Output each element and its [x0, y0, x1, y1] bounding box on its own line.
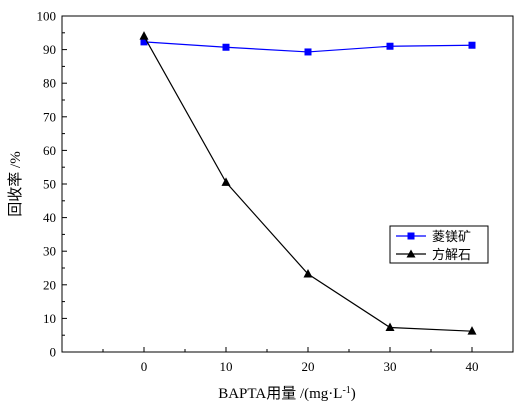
data-point-triangle [303, 269, 313, 278]
y-tick-label: 100 [37, 9, 57, 24]
y-tick-label: 70 [43, 109, 56, 124]
y-tick-label: 0 [50, 345, 57, 360]
series-layer [139, 31, 477, 335]
data-point-square [304, 48, 312, 56]
x-tick-label: 30 [384, 359, 397, 374]
data-point-square [386, 42, 394, 50]
plot-frame [61, 15, 514, 353]
y-tick-label: 20 [43, 277, 56, 292]
legend-box [389, 225, 489, 264]
y-tick-label: 10 [43, 311, 56, 326]
y-tick-label: 30 [43, 244, 56, 259]
data-point-square [140, 38, 148, 46]
x-tick-label: 40 [466, 359, 479, 374]
y-tick-label: 80 [43, 76, 56, 91]
x-axis-label-main: BAPTA用量 /(mg·L [218, 386, 342, 402]
legend-marker-magnesite [407, 232, 415, 240]
x-axis-label: BAPTA用量 /(mg·L-1) [218, 385, 356, 403]
data-point-square [468, 41, 476, 49]
data-point-triangle [139, 31, 149, 40]
x-tick-label: 0 [141, 359, 148, 374]
y-axis-ticks: 0 10 20 30 40 50 60 70 80 90 100 [37, 9, 67, 360]
x-tick-label: 20 [302, 359, 315, 374]
x-axis-label-sup: -1 [342, 385, 350, 396]
data-point-triangle [221, 177, 231, 186]
data-point-square [222, 43, 230, 51]
data-point-triangle [385, 322, 395, 331]
y-tick-label: 40 [43, 210, 56, 225]
legend: 菱镁矿 方解石 [389, 225, 489, 264]
y-axis-label: 回收率 /% [7, 151, 24, 216]
legend-label-calcite: 方解石 [432, 247, 471, 262]
legend-marker-calcite [406, 249, 416, 258]
y-tick-label: 90 [43, 42, 56, 57]
series-line-1 [143, 35, 473, 332]
data-point-triangle [467, 326, 477, 335]
x-axis-ticks: 0 10 20 30 40 [102, 347, 514, 374]
x-axis-label-tail: ) [351, 386, 356, 402]
legend-label-magnesite: 菱镁矿 [432, 229, 471, 244]
x-tick-label: 10 [220, 359, 233, 374]
y-tick-label: 50 [43, 177, 56, 192]
y-tick-label: 60 [43, 143, 56, 158]
